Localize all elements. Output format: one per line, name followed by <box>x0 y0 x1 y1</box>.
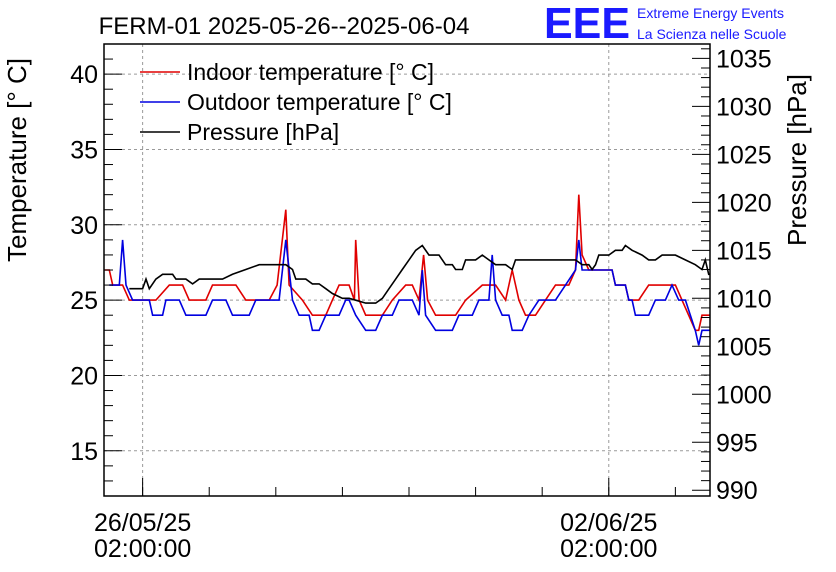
series-line-pressure <box>129 244 710 304</box>
right-tick-label: 1000 <box>716 381 772 409</box>
right-axis: 990 995 1000 1005 1010 1015 1020 1025 1030 1035 <box>692 45 772 505</box>
right-axis-label: Pressure [hPa] <box>782 74 812 246</box>
right-tick-label: 1030 <box>716 93 772 121</box>
right-tick-label: 1010 <box>716 285 772 313</box>
right-tick-label: 995 <box>716 429 758 457</box>
chart-title: FERM-01 2025-05-26--2025-06-04 <box>99 13 470 40</box>
right-tick-label: 1015 <box>716 237 772 265</box>
legend: Indoor temperature [° C] Outdoor temperat… <box>140 59 452 145</box>
series-line-outdoor-temperature <box>109 239 710 346</box>
x-tick-date: 26/05/25 <box>94 509 191 537</box>
right-tick-label: 1025 <box>716 141 772 169</box>
x-tick-time: 02:00:00 <box>94 535 191 563</box>
left-axis: 15 20 25 30 35 40 <box>70 43 122 497</box>
left-tick-label: 40 <box>70 61 98 89</box>
eee-branding: EEE Extreme Energy Events La Scienza nel… <box>544 0 787 48</box>
left-axis-label: Temperature [° C] <box>2 58 32 262</box>
right-tick-label: 990 <box>716 477 758 505</box>
x-tick-time: 02:00:00 <box>560 535 657 563</box>
left-tick-label: 25 <box>70 287 98 315</box>
x-tick-date: 02/06/25 <box>560 509 657 537</box>
left-tick-label: 20 <box>70 362 98 390</box>
left-tick-label: 35 <box>70 136 98 164</box>
right-tick-label: 1035 <box>716 45 772 73</box>
eee-logo: EEE <box>544 0 630 48</box>
legend-label: Outdoor temperature [° C] <box>187 89 452 115</box>
eee-logo-line1: Extreme Energy Events <box>637 5 784 21</box>
right-tick-label: 1005 <box>716 333 772 361</box>
grid-lines <box>104 44 710 496</box>
eee-logo-line2: La Scienza nelle Scuole <box>637 26 787 42</box>
right-tick-label: 1020 <box>716 189 772 217</box>
left-tick-label: 15 <box>70 438 98 466</box>
legend-label: Indoor temperature [° C] <box>187 59 434 85</box>
series-line-indoor-temperature <box>104 194 710 332</box>
left-tick-label: 30 <box>70 212 98 240</box>
legend-label: Pressure [hPa] <box>187 119 339 145</box>
data-series <box>104 194 710 346</box>
